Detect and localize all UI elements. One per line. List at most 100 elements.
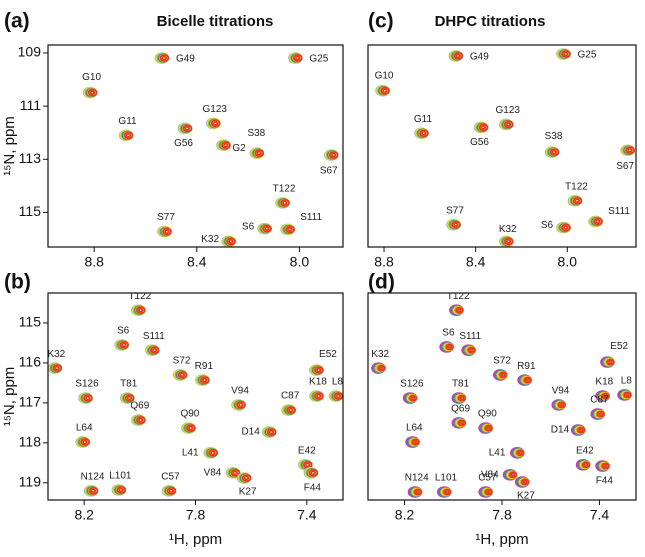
contour <box>601 392 610 400</box>
contour <box>168 488 175 493</box>
contour <box>601 462 610 470</box>
contour <box>210 450 216 455</box>
contour <box>329 151 339 159</box>
contour <box>226 237 236 246</box>
peak <box>231 399 246 411</box>
peak-label: S77 <box>446 205 464 216</box>
y-axis-label: ¹⁵N, ppm <box>1 367 18 427</box>
contour <box>162 227 172 236</box>
peak <box>514 476 530 488</box>
peak-label: S6 <box>541 220 554 231</box>
peak <box>257 222 272 235</box>
contour <box>182 124 193 133</box>
peak-label: N124 <box>81 471 105 482</box>
peak <box>498 118 514 131</box>
contour <box>563 51 569 57</box>
contour <box>90 488 97 493</box>
contour <box>525 378 530 383</box>
contour <box>221 141 231 150</box>
contour <box>211 119 221 128</box>
peak <box>83 485 99 497</box>
contour <box>577 426 586 434</box>
peak <box>216 139 231 152</box>
peak-label: Q90 <box>478 409 497 420</box>
contour <box>264 226 270 231</box>
peak <box>449 304 464 316</box>
panel: (b) T122 S6 S111 K32 S72 R91 S126 T81 E52 L8 K18 V94… <box>1 271 344 548</box>
peak-label: S6 <box>242 221 255 232</box>
peak-label: T122 <box>128 291 151 302</box>
peak <box>118 129 134 142</box>
contour <box>150 346 160 354</box>
contour <box>583 462 589 467</box>
peak <box>439 341 454 353</box>
contour <box>82 439 88 445</box>
contour <box>549 148 560 156</box>
contour <box>166 487 177 495</box>
peak <box>48 362 63 374</box>
peak-label: Q69 <box>451 404 470 415</box>
contour <box>377 364 386 372</box>
peak-label: S111 <box>143 331 165 342</box>
peaks <box>48 304 343 497</box>
contour <box>457 419 467 427</box>
contour <box>551 149 558 155</box>
peak <box>575 459 591 471</box>
contour <box>138 417 144 423</box>
contour <box>280 199 290 207</box>
contour <box>410 396 416 401</box>
contour <box>443 488 452 496</box>
contour <box>125 133 132 138</box>
y-tick-label: 117 <box>19 394 42 410</box>
peak-label: S72 <box>173 356 191 367</box>
peak <box>407 486 423 498</box>
contour <box>118 487 124 493</box>
contour <box>561 223 571 232</box>
contour <box>453 222 459 227</box>
peak <box>225 467 241 479</box>
contour <box>119 341 129 349</box>
peak <box>119 392 135 404</box>
peak-label: L101 <box>435 473 458 484</box>
peak <box>617 389 632 401</box>
y-tick-label: 116 <box>19 354 42 370</box>
peak-label: G123 <box>495 105 520 116</box>
contour <box>159 54 170 62</box>
peak <box>402 392 418 404</box>
peak <box>205 117 221 130</box>
peak-labels: T122 S6 S111 K32 S72 R91 S126 T81 E52 L8 K18 V94 C87… <box>371 293 633 502</box>
peak <box>154 52 170 64</box>
contour <box>223 143 229 148</box>
peak-label: T81 <box>452 379 470 390</box>
peak-label: V84 <box>481 469 499 480</box>
peak <box>371 362 386 374</box>
peak <box>590 408 606 420</box>
peak-label: G11 <box>414 114 433 125</box>
contour <box>54 365 60 371</box>
peak <box>502 469 518 481</box>
peak <box>436 486 452 498</box>
peak-label: K32 <box>201 234 219 245</box>
contour <box>333 392 343 400</box>
peak-label: S126 <box>75 379 99 390</box>
contour <box>266 428 277 436</box>
contour <box>331 152 337 158</box>
contour <box>455 53 461 59</box>
peak-label: G49 <box>176 54 195 65</box>
contour <box>486 490 491 494</box>
contour <box>335 393 342 399</box>
peak-label: L8 <box>621 376 633 387</box>
peak-label: K32 <box>47 349 65 360</box>
contour <box>83 394 93 402</box>
contour <box>179 372 186 378</box>
peak-label: S6 <box>117 326 130 337</box>
peak-label: K32 <box>499 224 517 235</box>
x-tick-label: 7.8 <box>492 507 512 523</box>
contour <box>282 200 288 206</box>
x-tick-label: 7.8 <box>186 507 206 523</box>
peak-label: G2 <box>232 143 246 154</box>
peak-label: G10 <box>82 72 101 83</box>
peak-label: K27 <box>517 491 535 502</box>
x-tick-label: 8.8 <box>84 254 104 270</box>
peak <box>161 485 177 497</box>
